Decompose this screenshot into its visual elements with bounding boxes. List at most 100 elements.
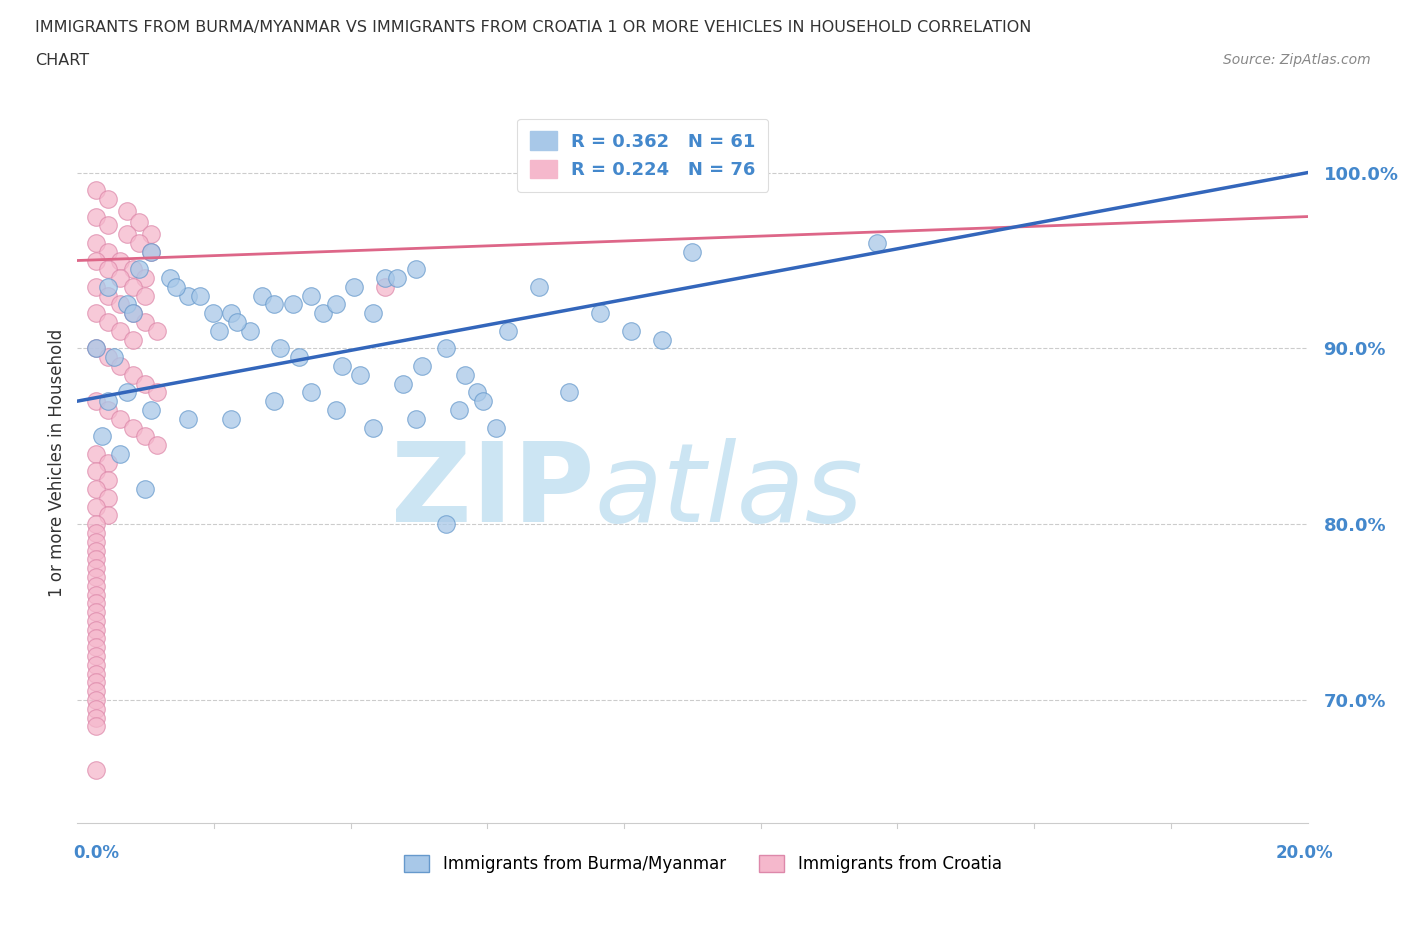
Point xyxy=(110,411,132,426)
Point xyxy=(84,393,107,408)
Point xyxy=(84,499,107,514)
Point xyxy=(97,279,120,294)
Point xyxy=(134,288,156,303)
Point xyxy=(84,341,107,356)
Point xyxy=(84,604,107,619)
Point xyxy=(84,640,107,655)
Point xyxy=(97,288,120,303)
Point xyxy=(208,324,231,339)
Text: Source: ZipAtlas.com: Source: ZipAtlas.com xyxy=(1223,53,1371,67)
Point xyxy=(447,403,470,418)
Point xyxy=(84,279,107,294)
Point xyxy=(97,403,120,418)
Point xyxy=(436,341,458,356)
Point xyxy=(110,253,132,268)
Point xyxy=(84,675,107,690)
Point xyxy=(84,701,107,716)
Point xyxy=(84,711,107,725)
Point xyxy=(84,183,107,198)
Point xyxy=(239,324,262,339)
Point xyxy=(84,543,107,558)
Point xyxy=(84,464,107,479)
Point xyxy=(110,446,132,461)
Point xyxy=(165,279,187,294)
Point xyxy=(121,367,143,382)
Point xyxy=(121,332,143,347)
Point xyxy=(97,456,120,471)
Y-axis label: 1 or more Vehicles in Household: 1 or more Vehicles in Household xyxy=(48,328,66,597)
Point xyxy=(374,279,396,294)
Point xyxy=(110,359,132,374)
Point xyxy=(84,578,107,593)
Text: 20.0%: 20.0% xyxy=(1275,844,1333,862)
Point xyxy=(177,411,200,426)
Point xyxy=(405,411,427,426)
Point xyxy=(84,614,107,629)
Point xyxy=(97,490,120,505)
Point xyxy=(454,367,477,382)
Point xyxy=(115,227,138,242)
Text: CHART: CHART xyxy=(35,53,89,68)
Point xyxy=(134,482,156,497)
Point xyxy=(115,385,138,400)
Point xyxy=(84,561,107,576)
Point xyxy=(682,245,704,259)
Point xyxy=(84,666,107,681)
Point xyxy=(141,245,163,259)
Point xyxy=(141,403,163,418)
Point xyxy=(121,306,143,321)
Point xyxy=(134,314,156,329)
Point xyxy=(84,658,107,672)
Point xyxy=(188,288,212,303)
Point xyxy=(97,508,120,523)
Point xyxy=(84,719,107,734)
Point xyxy=(84,209,107,224)
Point xyxy=(134,429,156,444)
Point xyxy=(121,306,143,321)
Point xyxy=(392,376,415,391)
Point xyxy=(97,245,120,259)
Point xyxy=(97,472,120,487)
Point xyxy=(299,385,322,400)
Point xyxy=(620,324,643,339)
Point xyxy=(485,420,508,435)
Point xyxy=(134,271,156,286)
Point xyxy=(866,235,889,250)
Point xyxy=(97,218,120,232)
Point xyxy=(84,631,107,646)
Point xyxy=(496,324,519,339)
Point xyxy=(361,420,384,435)
Point xyxy=(349,367,371,382)
Point xyxy=(325,403,347,418)
Point xyxy=(84,684,107,698)
Point xyxy=(134,376,156,391)
Point xyxy=(201,306,224,321)
Point xyxy=(141,245,163,259)
Point xyxy=(263,393,285,408)
Point xyxy=(312,306,335,321)
Point xyxy=(269,341,291,356)
Point xyxy=(385,271,409,286)
Point xyxy=(146,324,169,339)
Point xyxy=(465,385,488,400)
Point xyxy=(250,288,273,303)
Point xyxy=(84,517,107,532)
Point xyxy=(110,271,132,286)
Point xyxy=(121,279,143,294)
Point xyxy=(84,587,107,602)
Point xyxy=(97,314,120,329)
Point xyxy=(84,763,107,777)
Point xyxy=(436,517,458,532)
Point xyxy=(226,314,249,329)
Point xyxy=(115,297,138,312)
Point xyxy=(97,350,120,365)
Point xyxy=(141,227,163,242)
Point xyxy=(84,622,107,637)
Point xyxy=(219,411,242,426)
Point xyxy=(527,279,550,294)
Point xyxy=(84,596,107,611)
Point xyxy=(121,420,143,435)
Point xyxy=(84,482,107,497)
Point xyxy=(84,253,107,268)
Point xyxy=(128,215,150,230)
